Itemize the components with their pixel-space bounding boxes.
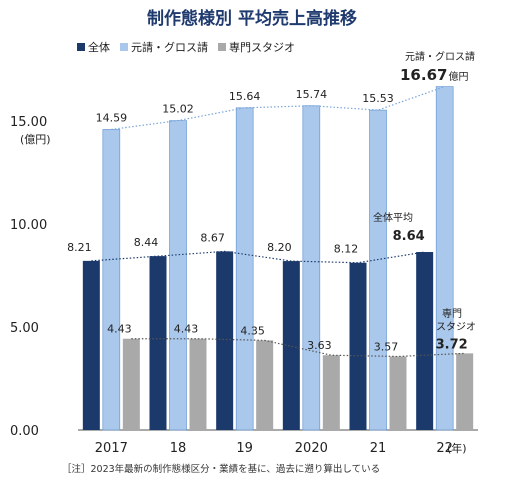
- x-axis: 2017 18 19 2020 21 22: [95, 441, 453, 456]
- legend-swatch: [218, 43, 226, 51]
- data-label: 14.59: [96, 111, 128, 124]
- data-label: 8.12: [334, 243, 359, 256]
- bar: [216, 251, 234, 430]
- chart-title: 制作態様別 平均売上高推移: [147, 8, 357, 29]
- data-label: 8.21: [67, 241, 92, 254]
- bar: [169, 120, 187, 431]
- x-tick-label: 21: [370, 441, 387, 456]
- data-label: 3.72: [436, 337, 468, 352]
- data-label: 3.63: [307, 339, 332, 352]
- annotation-gross-number: 16.67: [400, 66, 447, 84]
- y-tick-label: 15.00: [10, 115, 47, 130]
- y-tick-label: 10.00: [10, 218, 47, 233]
- y-axis-unit: (億円): [20, 133, 51, 146]
- trend-lines: [91, 86, 465, 358]
- bars: [82, 86, 474, 431]
- footnote: ［注］2023年最新の制作態様区分・業績を基に、過去に遡り算出している: [62, 463, 380, 475]
- x-tick-label: 2020: [295, 441, 328, 456]
- bar: [149, 256, 167, 430]
- bar: [122, 338, 140, 430]
- bar: [416, 252, 434, 430]
- annotation-total-name: 全体平均: [373, 211, 413, 224]
- annotation-gross-unit: 億円: [448, 70, 468, 83]
- data-label: 15.74: [296, 88, 328, 101]
- trend-line: [111, 86, 445, 131]
- bar: [256, 340, 274, 430]
- legend-label: 専門スタジオ: [229, 41, 295, 54]
- data-label: 15.02: [162, 103, 194, 116]
- data-label: 15.53: [362, 92, 394, 105]
- y-tick-label: 0.00: [10, 424, 39, 439]
- x-tick-label: 18: [170, 441, 187, 456]
- bar: [322, 355, 340, 430]
- bar: [82, 260, 100, 430]
- data-label: 4.35: [240, 324, 265, 337]
- bar: [369, 109, 387, 431]
- data-label: 4.43: [174, 323, 199, 336]
- x-tick-label: 19: [236, 441, 253, 456]
- legend-swatch: [120, 43, 128, 51]
- bar: [389, 356, 407, 430]
- data-label: 8.20: [267, 241, 292, 254]
- legend: 全体 元請・グロス請 専門スタジオ: [77, 40, 295, 54]
- annotation-studio-name-1: 専門: [442, 308, 462, 320]
- data-label: 4.43: [107, 323, 132, 336]
- data-label: 15.64: [229, 90, 261, 103]
- x-axis-unit: (年): [447, 441, 467, 455]
- bar: [189, 338, 207, 430]
- annotation-studio-name-2: スタジオ: [436, 321, 476, 333]
- bar: [456, 353, 474, 430]
- bar: [235, 107, 254, 431]
- bar: [302, 105, 321, 431]
- data-labels: 8.21 8.44 8.67 8.20 8.12 8.64 14.59 15.02 15.64 1…: [67, 88, 468, 354]
- x-tick-label: 22: [436, 441, 453, 456]
- y-tick-label: 5.00: [10, 321, 39, 336]
- annotation-gross-value: 16.67億円: [400, 66, 468, 84]
- data-label: 8.64: [393, 229, 425, 244]
- bar: [102, 129, 121, 431]
- bar: [349, 262, 367, 430]
- bar: [435, 86, 454, 431]
- y-axis: 15.00 10.00 5.00 0.00: [10, 115, 478, 439]
- bar: [282, 261, 300, 430]
- data-label: 8.67: [200, 231, 225, 244]
- legend-swatch: [77, 43, 85, 51]
- x-tick-label: 2017: [95, 441, 128, 456]
- legend-label: 全体: [88, 40, 110, 54]
- data-label: 3.57: [374, 340, 399, 353]
- data-label: 8.44: [134, 236, 159, 249]
- legend-label: 元請・グロス請: [131, 40, 208, 54]
- annotation-gross-name: 元請・グロス請: [405, 50, 475, 63]
